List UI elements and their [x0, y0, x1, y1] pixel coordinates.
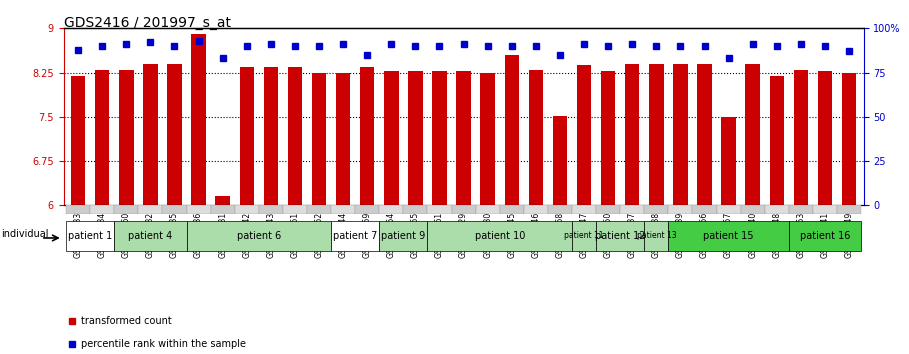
- Bar: [644, 221, 668, 251]
- Bar: [722, 117, 736, 205]
- Bar: [794, 70, 808, 205]
- Bar: [138, 205, 163, 214]
- Text: patient 16: patient 16: [800, 230, 850, 241]
- Bar: [115, 205, 138, 214]
- Text: percentile rank within the sample: percentile rank within the sample: [81, 339, 246, 349]
- Bar: [336, 73, 350, 205]
- Bar: [644, 205, 668, 214]
- Bar: [259, 205, 283, 214]
- Text: transformed count: transformed count: [81, 316, 172, 326]
- Bar: [649, 64, 664, 205]
- Text: patient 1: patient 1: [68, 230, 112, 241]
- Bar: [239, 67, 254, 205]
- Text: individual: individual: [1, 229, 49, 239]
- Bar: [235, 205, 259, 214]
- Text: patient 15: patient 15: [704, 230, 754, 241]
- Bar: [529, 70, 543, 205]
- Bar: [307, 205, 331, 214]
- Bar: [427, 205, 452, 214]
- Bar: [331, 221, 379, 251]
- Bar: [288, 67, 302, 205]
- Bar: [331, 205, 355, 214]
- Bar: [668, 205, 693, 214]
- Bar: [408, 71, 423, 205]
- Bar: [433, 71, 446, 205]
- Bar: [211, 205, 235, 214]
- Bar: [404, 205, 427, 214]
- Bar: [360, 67, 375, 205]
- Bar: [625, 64, 639, 205]
- Bar: [283, 205, 307, 214]
- Bar: [553, 116, 567, 205]
- Bar: [481, 73, 494, 205]
- Bar: [95, 70, 109, 205]
- Bar: [186, 205, 211, 214]
- Text: patient 11: patient 11: [564, 231, 604, 240]
- Bar: [572, 221, 596, 251]
- Bar: [596, 205, 620, 214]
- Bar: [379, 221, 427, 251]
- Bar: [90, 205, 115, 214]
- Bar: [143, 64, 157, 205]
- Bar: [818, 72, 833, 205]
- Bar: [163, 205, 186, 214]
- Bar: [668, 221, 789, 251]
- Bar: [813, 205, 837, 214]
- Bar: [355, 205, 379, 214]
- Bar: [215, 196, 230, 205]
- Text: patient 10: patient 10: [474, 230, 524, 241]
- Bar: [475, 205, 500, 214]
- Bar: [71, 75, 85, 205]
- Bar: [697, 64, 712, 205]
- Bar: [548, 205, 572, 214]
- Bar: [716, 205, 741, 214]
- Text: patient 9: patient 9: [381, 230, 425, 241]
- Text: patient 12: patient 12: [595, 230, 645, 241]
- Text: patient 13: patient 13: [636, 231, 676, 240]
- Bar: [674, 64, 688, 205]
- Bar: [789, 205, 813, 214]
- Bar: [764, 205, 789, 214]
- Bar: [596, 221, 644, 251]
- Bar: [789, 221, 861, 251]
- Bar: [577, 65, 591, 205]
- Bar: [119, 70, 134, 205]
- Bar: [770, 75, 784, 205]
- Text: patient 4: patient 4: [128, 230, 173, 241]
- Bar: [500, 205, 524, 214]
- Text: patient 6: patient 6: [236, 230, 281, 241]
- Text: patient 7: patient 7: [333, 230, 377, 241]
- Bar: [427, 221, 572, 251]
- Bar: [745, 64, 760, 205]
- Bar: [842, 73, 856, 205]
- Bar: [572, 205, 596, 214]
- Bar: [186, 221, 331, 251]
- Bar: [452, 205, 475, 214]
- Bar: [191, 34, 205, 205]
- Text: GDS2416 / 201997_s_at: GDS2416 / 201997_s_at: [64, 16, 231, 30]
- Bar: [620, 205, 644, 214]
- Bar: [837, 205, 861, 214]
- Bar: [693, 205, 716, 214]
- Bar: [167, 64, 182, 205]
- Bar: [312, 73, 326, 205]
- Bar: [115, 221, 186, 251]
- Bar: [741, 205, 764, 214]
- Bar: [66, 205, 90, 214]
- Bar: [385, 71, 398, 205]
- Bar: [504, 55, 519, 205]
- Bar: [456, 71, 471, 205]
- Bar: [524, 205, 548, 214]
- Bar: [66, 221, 115, 251]
- Bar: [264, 67, 278, 205]
- Bar: [601, 71, 615, 205]
- Bar: [379, 205, 404, 214]
